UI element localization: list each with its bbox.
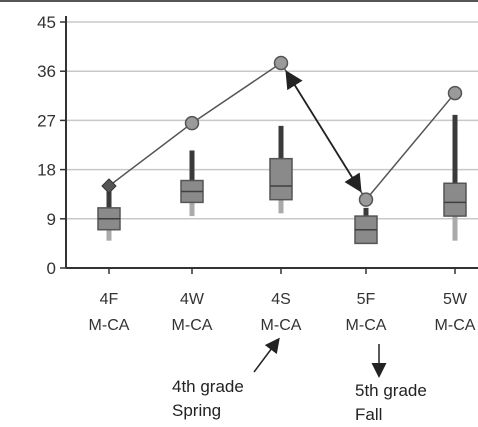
- annotation-fall-line2: Fall: [355, 405, 382, 424]
- annotations: 4th grade Spring 5th grade Fall: [172, 337, 427, 424]
- box-plot-4: [443, 114, 467, 241]
- x-category-label-1-line2: M-CA: [172, 317, 213, 334]
- x-category-label-3-line1: 5F: [357, 291, 376, 308]
- x-category-label-4-line1: 5W: [443, 291, 468, 308]
- y-tick-label-36: 36: [37, 62, 56, 81]
- y-tick-labels: 0 9 18 27 36 45: [37, 13, 56, 278]
- trend-line: [101, 55, 463, 207]
- y-tick-label-9: 9: [47, 210, 56, 229]
- data-point-3: [358, 192, 374, 207]
- box-body: [269, 157, 293, 201]
- box-plot-2: [269, 125, 293, 214]
- x-category-label-0-line2: M-CA: [89, 317, 130, 334]
- annotation-spring-arrow: [253, 337, 280, 373]
- x-category-label-0-line1: 4F: [100, 291, 119, 308]
- y-tick-label-27: 27: [37, 111, 56, 130]
- annotation-fall-line1: 5th grade: [355, 381, 427, 400]
- y-tick-label-0: 0: [47, 259, 56, 278]
- data-point-4: [447, 85, 463, 101]
- box-plot-1: [180, 150, 204, 217]
- drop-arrow: [285, 70, 362, 193]
- x-category-label-4-line2: M-CA: [435, 317, 476, 334]
- data-point-0: [101, 178, 117, 194]
- annotation-spring-line2: Spring: [172, 401, 221, 420]
- annotation-spring-line1: 4th grade: [172, 377, 244, 396]
- x-category-label-2-line1: 4S: [271, 291, 291, 308]
- box-plot-0: [97, 191, 121, 241]
- x-category-label-2-line2: M-CA: [261, 317, 302, 334]
- x-category-label-3-line2: M-CA: [346, 317, 387, 334]
- axes: [60, 16, 478, 274]
- box-plots: [97, 114, 467, 245]
- box-body: [443, 182, 467, 217]
- y-tick-label-18: 18: [37, 161, 56, 180]
- box-plot-3: [354, 207, 378, 245]
- x-category-labels: 4F M-CA 4W M-CA 4S M-CA 5F M-CA 5W M-CA: [89, 291, 476, 334]
- data-point-1: [184, 115, 200, 131]
- data-point-2: [273, 55, 289, 71]
- y-tick-label-45: 45: [37, 13, 56, 32]
- x-category-label-1-line1: 4W: [180, 291, 205, 308]
